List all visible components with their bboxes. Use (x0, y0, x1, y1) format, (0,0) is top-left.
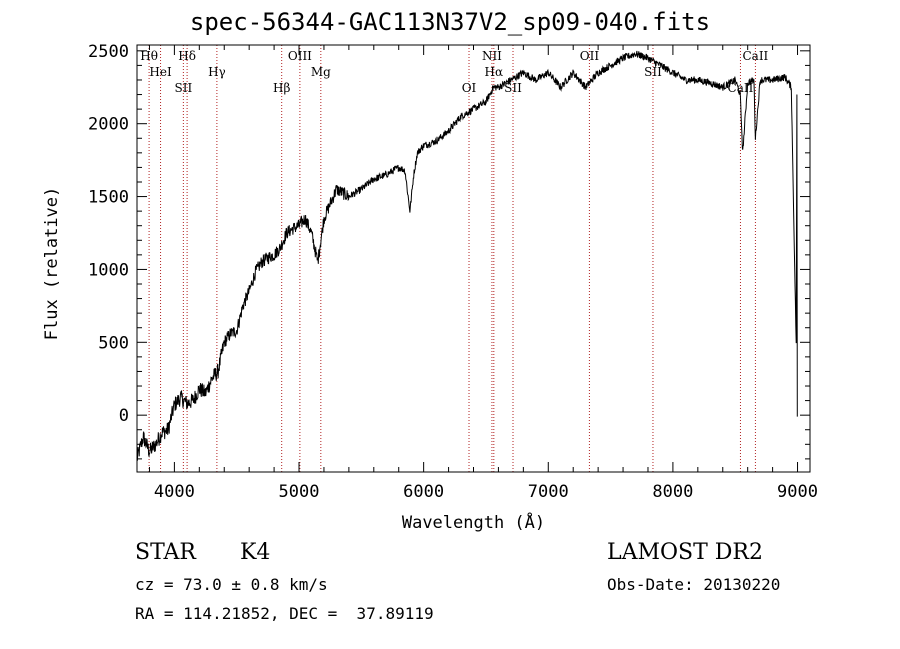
y-tick-label: 0 (119, 406, 129, 426)
spectrum-series (136, 50, 798, 461)
line-label: Hδ (178, 49, 196, 63)
x-tick-label: 4000 (154, 482, 195, 502)
survey-name: LAMOST DR2 (607, 540, 763, 565)
chart-title: spec-56344-GAC113N37V2_sp09-040.fits (189, 8, 711, 36)
y-tick-label: 500 (98, 333, 129, 353)
x-tick-label: 7000 (528, 482, 569, 502)
object-class: STAR (135, 540, 196, 565)
line-label: CaII (742, 49, 768, 63)
y-tick-label: 2000 (88, 115, 129, 135)
y-tick-label: 2500 (88, 42, 129, 62)
line-label: OI (462, 81, 477, 95)
line-label: Hβ (273, 81, 290, 95)
line-label: SII (644, 65, 662, 79)
x-tick-label: 8000 (652, 482, 693, 502)
line-label: SII (504, 81, 522, 95)
line-label: Hθ (140, 49, 158, 63)
redshift-readout: cz = 73.0 ± 0.8 km/s (135, 575, 328, 594)
line-label: OII (580, 49, 600, 63)
line-label: Mg (311, 65, 331, 79)
x-tick-label: 6000 (403, 482, 444, 502)
line-label: Hγ (208, 65, 226, 79)
line-label: NII (482, 49, 502, 63)
object-subclass: K4 (240, 540, 271, 565)
line-label: SII (175, 81, 193, 95)
plot-frame (136, 44, 811, 473)
y-tick-label: 1000 (88, 260, 129, 280)
line-label: HeI (149, 65, 172, 79)
plot-axes: 4000 5000 6000 7000 8000 9000 0 500 1000 1500 2000… (88, 42, 818, 502)
y-axis-label: Flux (relative) (42, 187, 62, 341)
spectrum-line (136, 50, 798, 461)
coordinates: RA = 114.21852, DEC = 37.89119 (135, 604, 434, 623)
emission-line-markers: HθHeISIIHδHγHβOIIIMgOINIIHαSIIOIISIICaII… (140, 45, 769, 472)
line-label: OIII (288, 49, 312, 63)
line-label: Hα (485, 65, 504, 79)
obs-date: Obs-Date: 20130220 (607, 575, 781, 594)
x-tick-label: 5000 (279, 482, 320, 502)
x-tick-label: 9000 (777, 482, 818, 502)
y-tick-label: 1500 (88, 188, 129, 208)
x-axis-label: Wavelength (Å) (402, 511, 545, 533)
